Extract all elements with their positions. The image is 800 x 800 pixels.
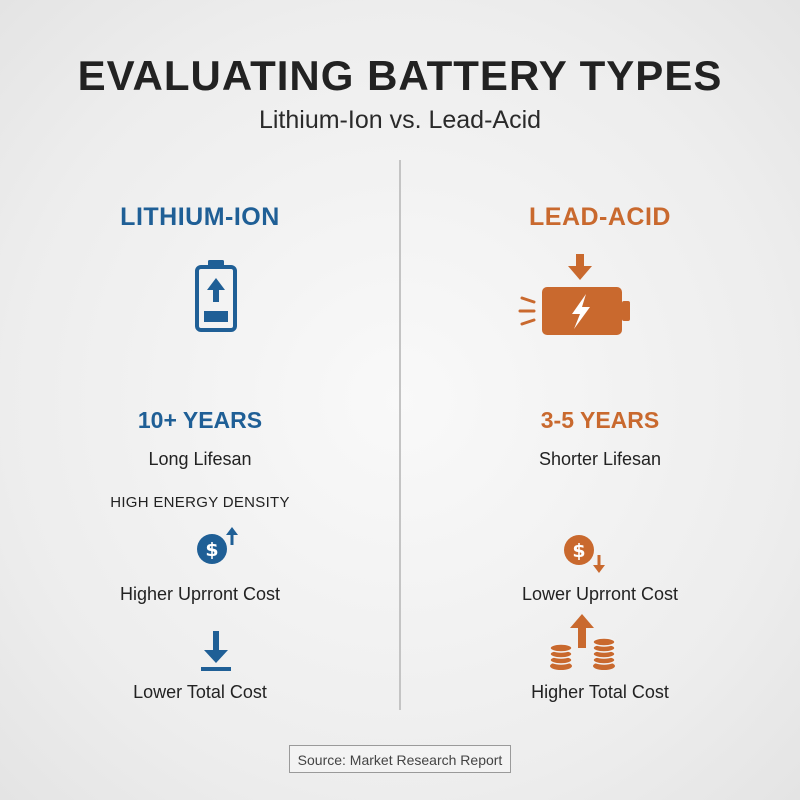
lead-lifespan-label: Shorter Lifesan (538, 449, 662, 469)
svg-text:$: $ (572, 540, 585, 562)
lithium-upfront-label: Higher Uprront Cost (119, 584, 281, 604)
dollar-down-icon: $ (564, 535, 605, 573)
coins-arrow-up-icon (549, 614, 616, 670)
lead-column: LEAD-ACID 3-5 YEARS Shorter Lifesan $ Lo… (400, 0, 800, 800)
lead-heading: LEAD-ACID (529, 203, 671, 231)
svg-text:$: $ (205, 539, 218, 561)
lithium-lifespan-value: 10+ YEARS (137, 407, 263, 433)
lithium-total-label: Lower Total Cost (133, 682, 267, 702)
lead-lifespan-value: 3-5 YEARS (540, 407, 660, 433)
arrow-down-icon (201, 631, 231, 671)
source-note: Source: Market Research Report (289, 745, 511, 773)
lead-total-label: Higher Total Cost (531, 682, 669, 702)
lithium-lifespan-label: Long Lifesan (148, 449, 252, 469)
dollar-up-icon: $ (197, 527, 238, 564)
column-divider (399, 160, 401, 710)
lead-upfront-label: Lower Uprront Cost (521, 584, 679, 604)
lithium-column: LITHIUM-ION 10+ YEARS Long Lifesan HIGH … (110, 203, 290, 702)
page-subtitle: Lithium-Ion vs. Lead-Acid (258, 106, 542, 134)
page-title: EVALUATING BATTERY TYPES (77, 52, 723, 99)
lithium-heading: LITHIUM-ION (120, 203, 280, 231)
lithium-density-label: HIGH ENERGY DENSITY (110, 494, 290, 511)
battery-lightning-icon (518, 254, 630, 335)
battery-charging-up-icon (195, 260, 237, 332)
